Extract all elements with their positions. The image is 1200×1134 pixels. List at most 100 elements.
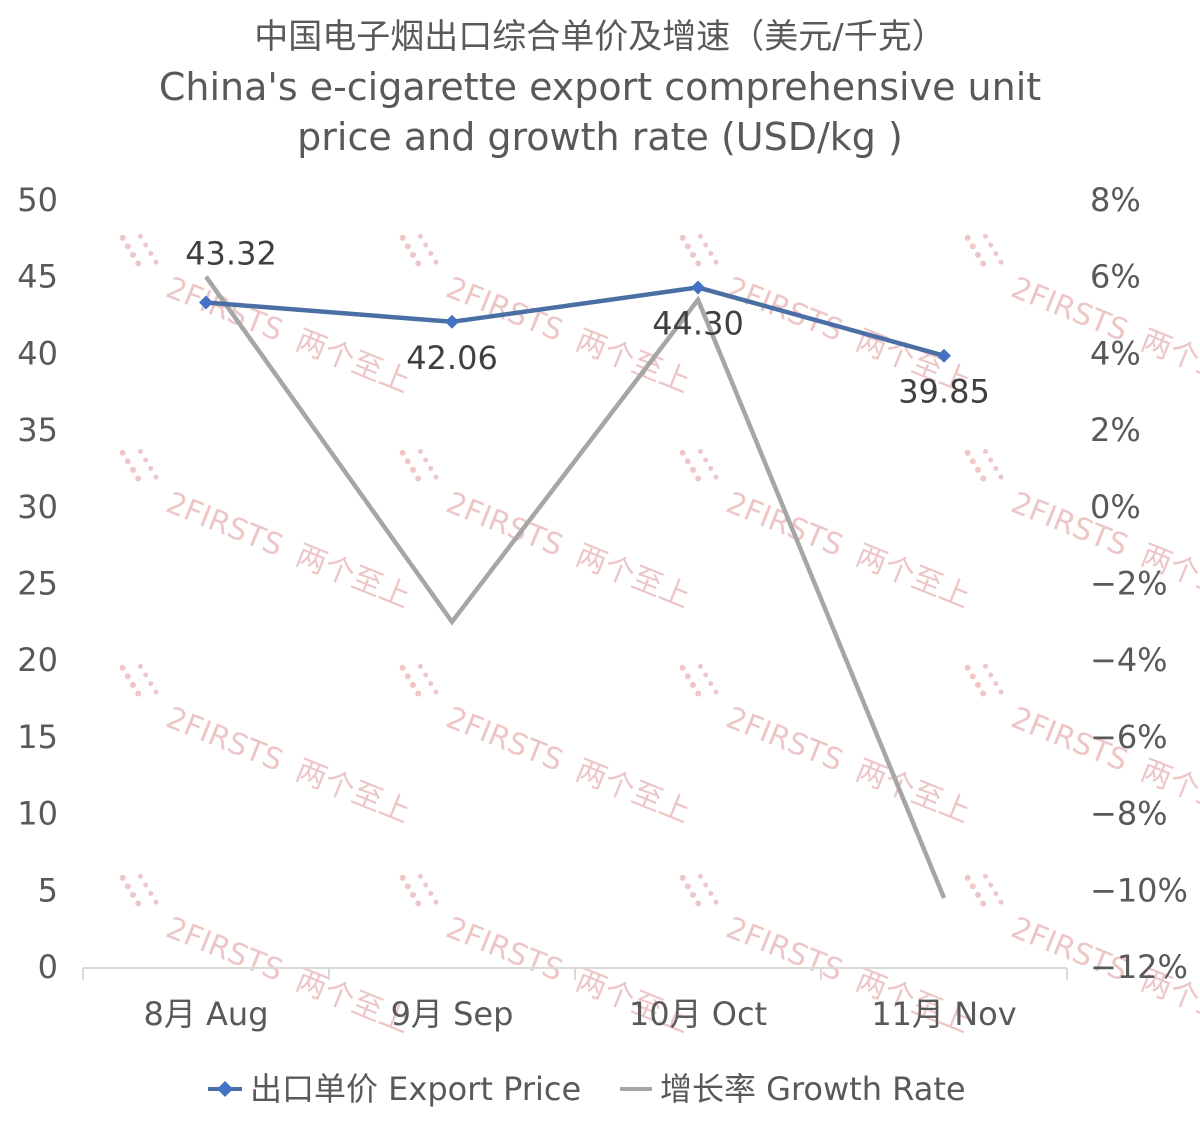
watermark-layer: 2FIRSTS两个至上2FIRSTS两个至上2FIRSTS两个至上2FIRSTS… (119, 233, 1200, 1040)
watermark-dot (135, 690, 142, 697)
watermark-dot (980, 260, 987, 267)
watermark-dot (418, 663, 424, 669)
watermark-dot (415, 260, 422, 267)
watermark-text-zh: 两个至上 (571, 538, 695, 615)
watermark-dot (423, 672, 429, 678)
watermark-dot (119, 234, 126, 241)
watermark-dot (993, 890, 999, 896)
watermark-dot (975, 681, 982, 688)
watermark-dot (708, 680, 714, 686)
left-tick-label: 20 (17, 641, 58, 679)
watermark-dot (423, 242, 429, 248)
export-price-line (205, 285, 945, 358)
watermark-dot (148, 465, 154, 471)
watermark-dot (713, 259, 719, 265)
data-labels: 43.32 42.06 44.30 39.85 (185, 234, 990, 410)
left-tick-label: 45 (17, 258, 58, 296)
watermark-dot (423, 882, 429, 888)
right-tick-label: 8% (1090, 181, 1141, 219)
watermark-dot (119, 664, 126, 671)
watermark-dot (988, 882, 994, 888)
right-tick-label: −4% (1090, 641, 1168, 679)
watermark-dot (415, 690, 422, 697)
watermark-dot (428, 890, 434, 896)
watermark-dot (143, 882, 149, 888)
left-tick-label: 15 (17, 718, 58, 756)
watermark-dot (988, 457, 994, 463)
x-tick-label: 10月 Oct (629, 995, 767, 1033)
watermark-dot (690, 466, 697, 473)
watermark-dot (404, 243, 411, 250)
left-tick-label: 30 (17, 488, 58, 526)
export-price-data-label: 44.30 (652, 304, 744, 342)
watermark-dot (703, 672, 709, 678)
right-axis: −12% −10% −8% −6% −4% −2% 0% 2% 4% 6% 8% (1090, 181, 1188, 986)
watermark-dot (698, 873, 704, 879)
watermark-dot (969, 243, 976, 250)
watermark-text-zh: 两个至上 (1136, 323, 1200, 400)
watermark-dot (433, 899, 439, 905)
watermark-dot (153, 259, 159, 265)
watermark-dot (119, 449, 126, 456)
watermark-dot (708, 890, 714, 896)
watermark-dot (404, 458, 411, 465)
watermark-dot (428, 465, 434, 471)
x-tick-label: 9月 Sep (391, 995, 514, 1033)
x-axis: 8月 Aug 9月 Sep 10月 Oct 11月 Nov (82, 967, 1068, 1033)
watermark-dot (679, 234, 686, 241)
watermark-dot (143, 672, 149, 678)
watermark-dot (690, 681, 697, 688)
watermark-dot (698, 663, 704, 669)
watermark-dot (983, 873, 989, 879)
watermark-dot (988, 672, 994, 678)
watermark-dot (708, 250, 714, 256)
watermark-text-zh: 两个至上 (291, 753, 415, 830)
watermark-text: 2FIRSTS (721, 485, 848, 563)
watermark-dot (124, 673, 131, 680)
watermark-dot (695, 260, 702, 267)
chart-title-en-line2: price and growth rate (USD/kg ) (297, 115, 903, 159)
watermark-text-zh: 两个至上 (291, 538, 415, 615)
export-price-point (199, 295, 213, 310)
watermark-text: 2FIRSTS (161, 700, 288, 778)
watermark-dot (399, 234, 406, 241)
legend-label-growth-rate: 增长率 Growth Rate (660, 1070, 966, 1108)
watermark-dot (410, 251, 417, 258)
watermark-dot (153, 474, 159, 480)
watermark-dot (698, 233, 704, 239)
watermark-dot (684, 673, 691, 680)
left-tick-label: 0 (38, 948, 58, 986)
watermark-dot (703, 457, 709, 463)
watermark-dot (713, 689, 719, 695)
watermark-dot (703, 882, 709, 888)
watermark-text: 2FIRSTS (161, 485, 288, 563)
left-tick-label: 10 (17, 795, 58, 833)
watermark-dot (983, 448, 989, 454)
left-tick-label: 5 (38, 871, 58, 909)
watermark-dot (135, 475, 142, 482)
chart-title-zh: 中国电子烟出口综合单价及增速（美元/千克） (254, 17, 945, 57)
watermark-dot (418, 873, 424, 879)
watermark-dot (415, 900, 422, 907)
chart-title-en-line1: China's e-cigarette export comprehensive… (159, 65, 1041, 109)
right-tick-label: 4% (1090, 334, 1141, 372)
watermark-dot (964, 449, 971, 456)
watermark-dot (969, 673, 976, 680)
watermark-dot (143, 457, 149, 463)
watermark-dot (975, 466, 982, 473)
right-tick-label: −2% (1090, 565, 1168, 603)
watermark-dot (983, 663, 989, 669)
watermark-dot (993, 465, 999, 471)
watermark-dot (988, 242, 994, 248)
right-tick-label: 0% (1090, 488, 1141, 526)
watermark-dot (410, 466, 417, 473)
watermark-dot (135, 260, 142, 267)
right-tick-label: 2% (1090, 411, 1141, 449)
watermark-dot (684, 883, 691, 890)
watermark-dot (433, 474, 439, 480)
watermark-dot (433, 259, 439, 265)
watermark-dot (399, 449, 406, 456)
watermark-dot (404, 673, 411, 680)
